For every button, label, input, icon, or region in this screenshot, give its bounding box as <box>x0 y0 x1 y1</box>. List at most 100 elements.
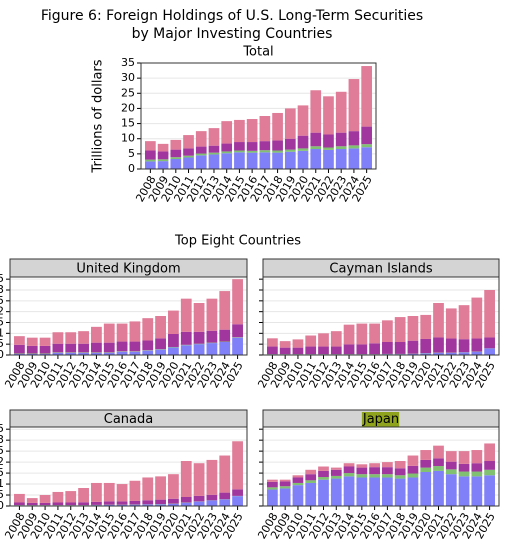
y-tick-label: 0.5 <box>0 488 4 501</box>
y-tick-label: 10 <box>121 132 135 145</box>
bar-segment <box>382 474 393 478</box>
y-tick-label: 2.5 <box>0 294 4 307</box>
bar-segment <box>183 135 194 149</box>
bar-segment <box>284 138 296 150</box>
plot-frame <box>140 62 377 170</box>
bar-segment <box>458 476 470 506</box>
bar-segment <box>292 475 304 478</box>
bar-segment <box>142 340 154 351</box>
bar-segment <box>407 316 419 341</box>
bar-segment <box>433 337 444 353</box>
bar-segment <box>318 346 329 355</box>
bar-segment <box>103 352 115 355</box>
bar-segment <box>272 150 283 153</box>
bar-segment <box>180 502 192 506</box>
bar-segment <box>445 474 457 506</box>
bar-segment <box>310 146 322 150</box>
bar-segment <box>26 498 38 503</box>
bar-segment <box>484 475 495 506</box>
bar-segment <box>155 476 166 500</box>
figure-title: Figure 6: Foreign Holdings of U.S. Long-… <box>41 8 423 24</box>
bar-segment <box>170 149 182 158</box>
bar-segment <box>65 343 77 353</box>
bar-segment <box>208 152 220 155</box>
y-tick-label: 5 <box>128 147 135 160</box>
bar-segment <box>221 143 233 152</box>
bar-segment <box>78 331 89 344</box>
bar-segment <box>206 330 218 343</box>
bar-segment <box>356 467 368 475</box>
bar-segment <box>145 159 156 162</box>
bar-segment <box>361 126 372 145</box>
bar-segment <box>195 146 207 154</box>
bar-segment <box>26 502 38 506</box>
bar-segment <box>445 352 457 355</box>
bar-segment <box>193 501 205 506</box>
bar-segment <box>145 150 156 160</box>
bar-segment <box>330 331 342 347</box>
bar-segment <box>272 140 283 151</box>
bar-segment <box>116 341 128 352</box>
y-tick-label: 2 <box>0 305 4 318</box>
bar-segment <box>310 149 322 169</box>
y-tick-label: 3.5 <box>0 272 4 285</box>
bar-segment <box>232 489 243 496</box>
bar-segment <box>394 342 406 354</box>
bar-segment <box>14 336 25 345</box>
y-tick-label: 25 <box>121 86 135 99</box>
bar-segment <box>407 465 419 474</box>
bar-segment <box>206 343 218 355</box>
bar-segment <box>193 495 205 502</box>
bar-segment <box>155 349 166 355</box>
bar-segment <box>246 150 258 153</box>
panel-title: Cayman Islands <box>329 262 432 277</box>
bar-segment <box>78 352 89 355</box>
bar-segment <box>232 324 243 338</box>
figure-title: by Major Investing Countries <box>132 26 333 42</box>
bar-segment <box>484 461 495 470</box>
bar-segment <box>445 451 457 462</box>
bar-segment <box>145 141 156 151</box>
bar-segment <box>221 121 233 144</box>
bar-segment <box>330 346 342 355</box>
bar-segment <box>232 337 243 355</box>
bar-segment <box>420 450 432 460</box>
panel-title: United Kingdom <box>76 262 180 277</box>
bar-segment <box>279 486 291 489</box>
bar-segment <box>26 353 38 355</box>
y-tick-label: 1 <box>0 477 4 490</box>
bar-segment <box>382 477 393 506</box>
bar-segment <box>279 347 291 355</box>
y-tick-label: 2.5 <box>0 444 4 457</box>
bar-segment <box>458 451 470 464</box>
bar-segment <box>407 473 419 478</box>
bar-segment <box>335 132 347 147</box>
bar-segment <box>297 135 309 149</box>
bar-segment <box>394 478 406 506</box>
bar-segment <box>420 338 432 354</box>
bar-segment <box>168 333 179 347</box>
bar-segment <box>484 443 495 462</box>
bar-segment <box>433 352 444 355</box>
bar-segment <box>292 477 304 483</box>
bar-segment <box>246 119 258 143</box>
bar-segment <box>78 488 89 503</box>
y-tick-label: 0.5 <box>0 337 4 350</box>
bar-segment <box>445 338 457 353</box>
bar-segment <box>129 480 141 501</box>
bar-segment <box>348 131 360 146</box>
y-axis-label: Trillions of dollars <box>91 59 106 173</box>
bar-segment <box>458 471 470 477</box>
bar-segment <box>394 475 406 479</box>
bar-segment <box>193 331 205 344</box>
bar-segment <box>394 317 406 342</box>
bar-segment <box>116 351 128 355</box>
bar-segment <box>407 353 419 355</box>
bar-segment <box>206 298 218 331</box>
bar-segment <box>433 458 444 467</box>
y-tick-label: 0 <box>0 499 4 512</box>
bar-segment <box>65 332 77 344</box>
y-tick-label: 15 <box>121 117 135 130</box>
chart-title: Total <box>242 45 273 60</box>
bar-segment <box>180 345 192 355</box>
